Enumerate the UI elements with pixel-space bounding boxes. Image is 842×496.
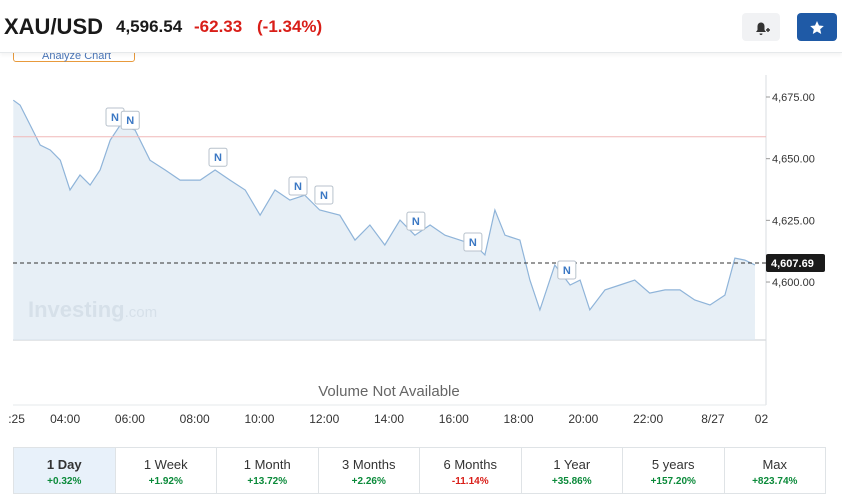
period-label: 5 years [651,457,695,472]
x-tick-label: 10:00 [244,412,274,426]
bell-icon [756,22,770,35]
watchlist-button[interactable] [797,13,837,41]
news-marker-label: N [320,190,328,202]
news-marker [557,260,577,280]
volume-note: Volume Not Available [318,383,459,400]
period-label: 1 Week [143,457,188,472]
y-tick-label: 4,675.00 [772,92,815,104]
news-marker-label: N [294,181,302,193]
news-marker [463,232,483,252]
x-tick-label: 20:00 [568,412,598,426]
y-tick-label: 4,625.00 [772,215,815,227]
period-label: 6 Months [443,457,497,472]
x-tick-label: 16:00 [439,412,469,426]
period-change: +0.32% [47,476,82,487]
x-tick-label: 08:00 [180,412,210,426]
x-tick-label: 12:00 [309,412,339,426]
news-marker [120,110,140,130]
x-tick-label: 02 [755,412,769,426]
star-icon [810,21,824,34]
news-marker-label: N [214,152,222,164]
news-marker [208,147,228,167]
period-change: +2.26% [351,476,386,487]
x-tick-label: 8/27 [701,412,725,426]
x-tick-label: 04:00 [50,412,80,426]
period-change: +13.72% [247,476,288,487]
alert-button[interactable] [742,13,780,41]
period-label: 1 Month [243,457,291,472]
x-tick-label: 18:00 [504,412,534,426]
x-tick-label: 14:00 [374,412,404,426]
news-marker-label: N [563,265,571,277]
period-tab[interactable]: 6 Months -11.14% [419,448,521,493]
y-tick-label: 4,600.00 [772,277,815,289]
news-marker [406,211,426,231]
period-tabs: 1 Day +0.32% 1 Week +1.92% 1 Month +13.72% 3 M… [13,447,826,494]
period-tab[interactable]: 1 Day +0.32% [14,448,115,493]
x-tick-label: 22:00 [633,412,663,426]
period-change: +35.86% [551,476,592,487]
period-label: 1 Year [553,457,591,472]
news-marker-label: N [412,216,420,228]
price: 4,596.54 [116,17,183,36]
period-change: +1.92% [148,476,183,487]
period-label: Max [762,457,788,472]
price-line [12,99,756,312]
news-marker-label: N [469,237,477,249]
news-marker-label: N [126,115,134,127]
period-label: 1 Day [46,457,82,472]
period-change: -11.14% [451,476,489,487]
last-price-box [766,254,825,273]
period-change: +157.20% [650,476,696,487]
change-pct: (-1.34%) [257,17,323,36]
period-tab[interactable]: Max +823.74% [723,448,826,493]
period-label: 3 Months [342,457,396,472]
chart: 4,600.00 4,625.00 4,650.00 4,675.00 :25 04:00… [8,75,825,426]
period-change: +823.74% [752,476,798,487]
header: XAU/USD 4,596.54 -62.33 (-1.34%) [0,0,842,53]
period-tab[interactable]: 1 Month +13.72% [216,448,318,493]
news-marker-label: N [111,112,119,124]
last-price-label: 4,607.69 [771,258,814,270]
period-tab[interactable]: 5 years +157.20% [622,448,724,493]
change: -62.33 [194,17,243,36]
period-tab[interactable]: 1 Year +35.86% [520,448,623,493]
price-area [13,100,756,340]
news-marker [288,176,308,196]
y-tick-label: 4,650.00 [772,154,815,166]
period-tab[interactable]: 1 Week +1.92% [114,448,217,493]
period-tab[interactable]: 3 Months +2.26% [317,448,420,493]
x-tick-label: 06:00 [115,412,145,426]
x-tick-label: :25 [8,412,25,426]
symbol: XAU/USD [4,14,104,39]
news-marker [314,185,334,205]
